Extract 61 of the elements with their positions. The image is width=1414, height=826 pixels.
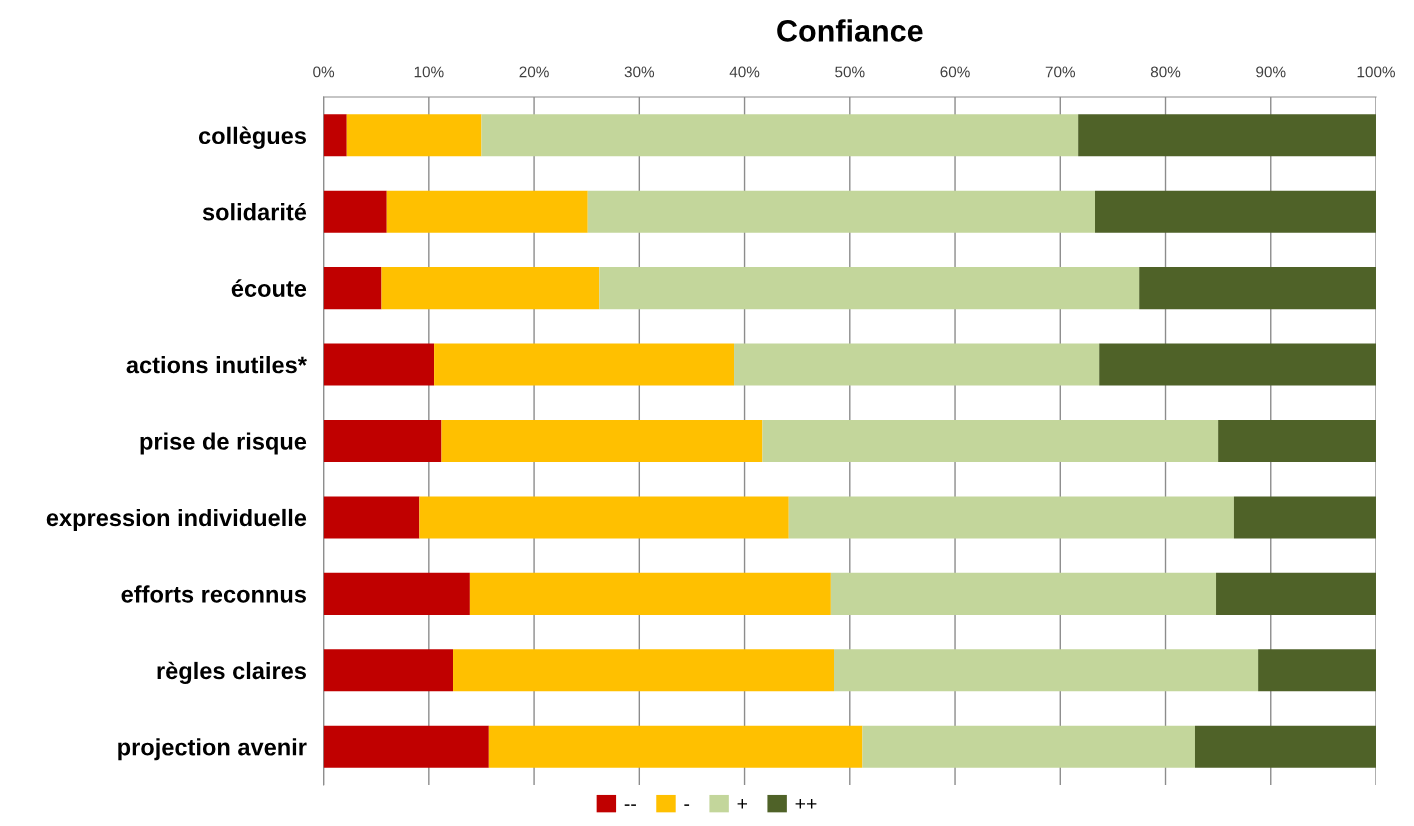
- chart-title: Confiance: [777, 19, 923, 42]
- x-tick-label: 50%: [835, 66, 865, 78]
- bar: [323, 114, 347, 157]
- bar: [346, 114, 482, 157]
- y-tick-label: règles claires: [157, 661, 306, 684]
- bar: [862, 725, 1195, 768]
- bar: [734, 343, 1100, 386]
- x-tick-label: 10%: [414, 66, 444, 78]
- bar: [1194, 725, 1376, 768]
- x-tick-label: 60%: [940, 66, 970, 78]
- bar: [1258, 649, 1376, 692]
- y-tick-label: projection avenir: [118, 738, 307, 761]
- y-tick-label: expression individuelle: [46, 508, 307, 531]
- legend-label: +: [737, 799, 748, 809]
- bar: [1078, 114, 1376, 157]
- bar: [381, 267, 600, 310]
- bar: [830, 572, 1217, 615]
- bar: [323, 649, 454, 692]
- bar: [323, 267, 382, 310]
- bar: [587, 190, 1096, 233]
- bar: [441, 419, 763, 463]
- x-tick-label: 80%: [1150, 66, 1181, 78]
- legend-label: -: [684, 804, 690, 806]
- x-tick-label: 40%: [729, 66, 760, 78]
- bar: [323, 572, 470, 615]
- bar: [1216, 572, 1376, 615]
- bar: [323, 496, 420, 539]
- bar: [599, 267, 1140, 310]
- bar: [323, 419, 442, 463]
- bar: [788, 496, 1234, 539]
- x-tick-label: 20%: [519, 66, 549, 78]
- bar: [488, 725, 863, 768]
- y-tick-label: écoute: [231, 279, 307, 297]
- bar: [434, 343, 735, 386]
- bar: [453, 649, 835, 692]
- bar: [1139, 267, 1376, 310]
- bar: [762, 419, 1219, 463]
- x-tick-label: 90%: [1256, 66, 1286, 78]
- y-tick-label: efforts reconnus: [121, 585, 306, 603]
- bar: [323, 343, 435, 386]
- y-tick-label: actions inutiles*: [126, 356, 307, 374]
- legend-label: --: [624, 804, 636, 806]
- bar: [1218, 419, 1376, 463]
- bar: [1099, 343, 1376, 386]
- x-tick-label: 30%: [624, 66, 655, 78]
- bar: [323, 725, 489, 768]
- x-tick-label: 0%: [313, 66, 335, 78]
- legend-label: ++: [795, 799, 817, 809]
- bar: [419, 496, 789, 539]
- bar: [1233, 496, 1376, 539]
- x-tick-label: 70%: [1045, 66, 1076, 78]
- bar: [323, 190, 387, 233]
- y-tick-label: collègues: [198, 126, 306, 149]
- bar: [386, 190, 588, 233]
- y-tick-label: solidarité: [202, 202, 307, 221]
- bar: [469, 572, 831, 615]
- bar: [481, 114, 1079, 157]
- x-tick-label: 100%: [1357, 66, 1395, 78]
- bar: [1095, 190, 1376, 233]
- y-tick-label: prise de risque: [140, 432, 307, 455]
- bar: [834, 649, 1259, 692]
